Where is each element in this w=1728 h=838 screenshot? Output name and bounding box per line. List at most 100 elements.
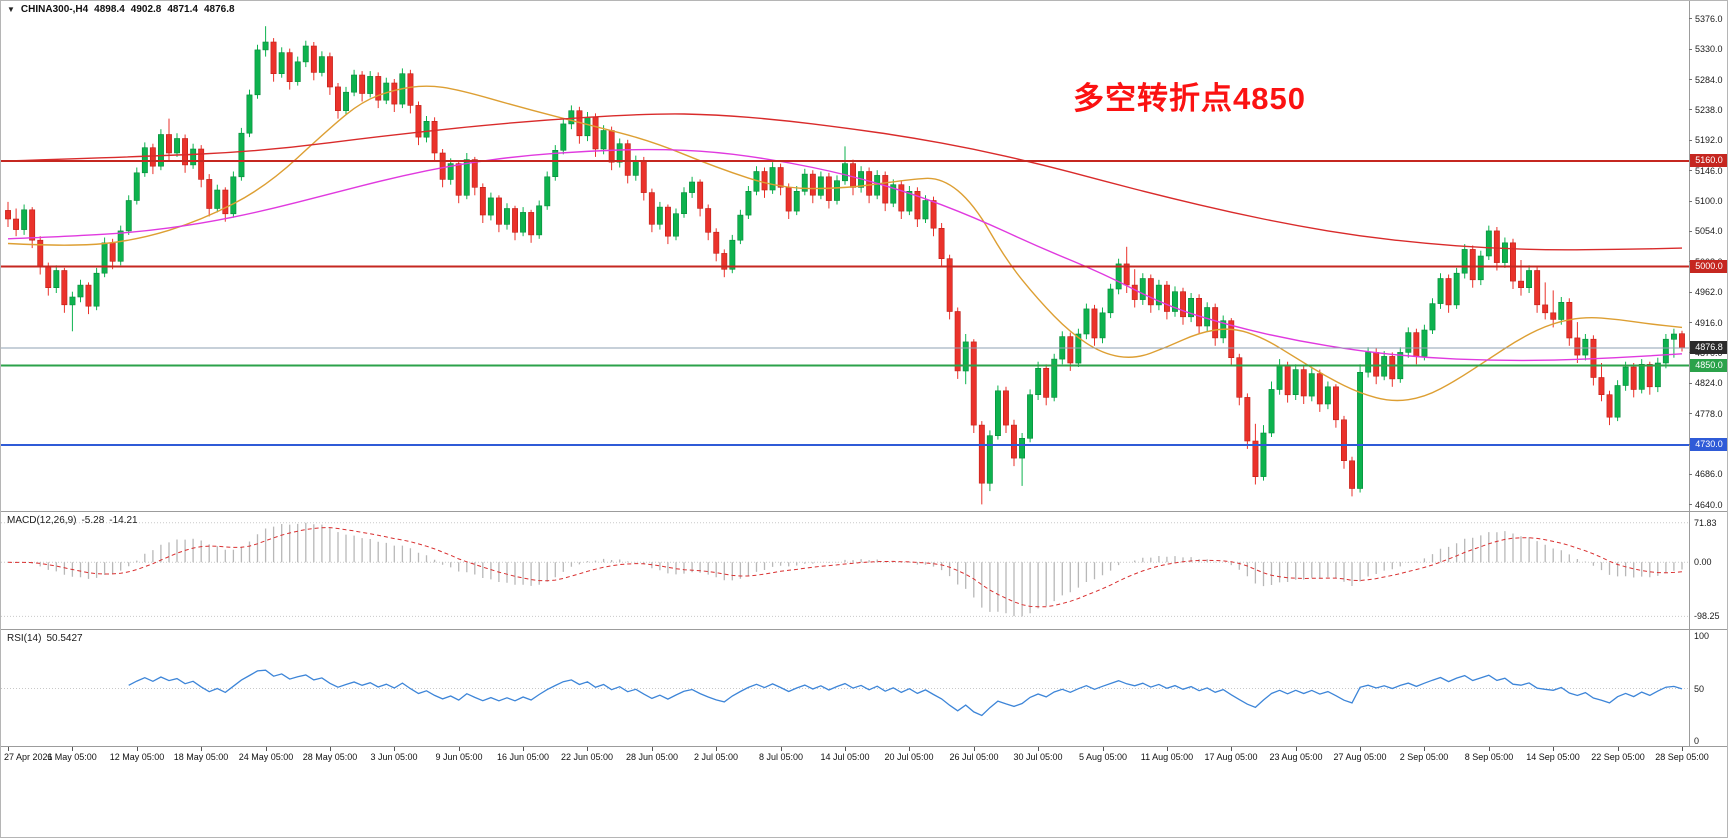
panel-separator[interactable] — [1, 629, 1727, 630]
price-tick — [1689, 231, 1692, 232]
chart-menu-arrow-icon[interactable]: ▼ — [7, 4, 15, 14]
macd-signal-line — [7, 527, 1683, 608]
time-label[interactable]: 2 Sep 05:00 — [1399, 752, 1449, 762]
panel-separator[interactable] — [1, 511, 1727, 512]
price-tick-label[interactable]: 5054.0 — [1695, 226, 1723, 236]
macd-main-value: -5.28 — [81, 515, 105, 526]
time-tick — [587, 747, 588, 751]
time-label[interactable]: 18 May 05:00 — [173, 752, 229, 762]
time-label[interactable]: 27 Aug 05:00 — [1333, 752, 1387, 762]
price-tick-label[interactable]: 5330.0 — [1695, 44, 1723, 54]
time-axis[interactable]: 27 Apr 2021 6 May 05:00 12 May 05:00 18 May… — [1, 747, 1727, 769]
time-label[interactable]: 24 May 05:00 — [238, 752, 294, 762]
time-tick — [1103, 747, 1104, 751]
price-tick-label[interactable]: 4686.0 — [1695, 469, 1723, 479]
time-label[interactable]: 16 Jun 05:00 — [496, 752, 550, 762]
time-label[interactable]: 30 Jul 05:00 — [1013, 752, 1063, 762]
macd-axis-label[interactable]: -98.25 — [1694, 611, 1720, 621]
time-label[interactable]: 9 Jun 05:00 — [435, 752, 483, 762]
rsi-panel[interactable]: RSI(14) 50.5427 100 50 0 — [1, 630, 1727, 746]
time-tick — [137, 747, 138, 751]
macd-chart[interactable] — [1, 512, 1689, 629]
rsi-axis-label[interactable]: 100 — [1694, 631, 1710, 641]
time-label[interactable]: 28 Jun 05:00 — [625, 752, 679, 762]
macd-axis-label[interactable]: 0.00 — [1694, 557, 1712, 567]
price-tick-label[interactable]: 4778.0 — [1695, 409, 1723, 419]
time-tick — [330, 747, 331, 751]
time-label[interactable]: 23 Aug 05:00 — [1269, 752, 1323, 762]
chart-header: ▼ CHINA300-,H4 4898.4 4902.8 4871.4 4876… — [7, 4, 235, 15]
price-tick-label[interactable]: 5192.0 — [1695, 135, 1723, 145]
time-tick — [845, 747, 846, 751]
chart-text-annotation[interactable]: 多空转折点4850 — [1073, 81, 1306, 116]
rsi-value: 50.5427 — [46, 633, 83, 644]
time-label[interactable]: 27 Apr 2021 — [4, 752, 53, 762]
price-tick-label[interactable]: 4962.0 — [1695, 287, 1723, 297]
time-label[interactable]: 11 Aug 05:00 — [1140, 752, 1194, 762]
time-label[interactable]: 8 Sep 05:00 — [1464, 752, 1514, 762]
price-badge: 4850.0 — [1690, 359, 1727, 372]
price-tick-label[interactable]: 4640.0 — [1695, 500, 1723, 510]
time-tick — [459, 747, 460, 751]
ma-slow-red — [7, 113, 1683, 251]
macd-panel[interactable]: MACD(12,26,9) -5.28 -14.21 71.83 0.00 -98.… — [1, 512, 1727, 629]
price-tick — [1689, 292, 1692, 293]
price-tick-label[interactable]: 4916.0 — [1695, 318, 1723, 328]
time-label[interactable]: 22 Sep 05:00 — [1591, 752, 1645, 762]
rsi-indicator-name: RSI(14) — [7, 633, 42, 644]
time-tick — [1618, 747, 1619, 751]
price-tick-label[interactable]: 5146.0 — [1695, 166, 1723, 176]
macd-axis-label[interactable]: 71.83 — [1694, 518, 1717, 528]
price-tick-label[interactable]: 5238.0 — [1695, 105, 1723, 115]
time-tick — [1682, 747, 1683, 751]
price-tick — [1689, 79, 1692, 80]
rsi-line — [128, 669, 1683, 717]
time-tick — [1231, 747, 1232, 751]
candlestick-chart[interactable] — [1, 1, 1689, 511]
price-tick-label[interactable]: 5376.0 — [1695, 14, 1723, 24]
macd-title: MACD(12,26,9) -5.28 -14.21 — [7, 515, 138, 526]
price-tick — [1689, 322, 1692, 323]
rsi-axis-label[interactable]: 50 — [1694, 684, 1705, 694]
time-tick — [1553, 747, 1554, 751]
price-tick — [1689, 170, 1692, 171]
rsi-chart[interactable] — [1, 630, 1689, 746]
price-tick — [1689, 474, 1692, 475]
ohlc-low: 4871.4 — [167, 4, 198, 15]
price-badge: 4876.8 — [1690, 341, 1727, 354]
ohlc-close: 4876.8 — [203, 4, 235, 15]
time-label[interactable]: 26 Jul 05:00 — [949, 752, 999, 762]
price-tick-label[interactable]: 5100.0 — [1695, 196, 1723, 206]
time-tick — [72, 747, 73, 751]
time-tick — [652, 747, 653, 751]
panel-separator — [1, 746, 1727, 747]
time-label[interactable]: 28 May 05:00 — [302, 752, 358, 762]
time-label[interactable]: 17 Aug 05:00 — [1204, 752, 1258, 762]
time-tick — [1038, 747, 1039, 751]
price-badge: 5160.0 — [1690, 154, 1727, 167]
time-tick — [266, 747, 267, 751]
time-label[interactable]: 28 Sep 05:00 — [1655, 752, 1709, 762]
rsi-axis-label[interactable]: 0 — [1694, 736, 1700, 746]
time-label[interactable]: 14 Sep 05:00 — [1526, 752, 1580, 762]
time-label[interactable]: 20 Jul 05:00 — [884, 752, 934, 762]
price-tick — [1689, 504, 1692, 505]
time-tick — [1489, 747, 1490, 751]
symbol-period-label: CHINA300-,H4 — [20, 4, 89, 15]
price-tick — [1689, 413, 1692, 414]
time-label[interactable]: 22 Jun 05:00 — [560, 752, 614, 762]
price-axis-separator — [1689, 1, 1690, 746]
time-label[interactable]: 2 Jul 05:00 — [693, 752, 739, 762]
price-chart-panel[interactable]: ▼ CHINA300-,H4 4898.4 4902.8 4871.4 4876… — [1, 1, 1727, 511]
time-label[interactable]: 6 May 05:00 — [47, 752, 97, 762]
price-tick-label[interactable]: 5284.0 — [1695, 75, 1723, 85]
ma-mid-magenta — [7, 148, 1683, 362]
time-label[interactable]: 3 Jun 05:00 — [370, 752, 418, 762]
time-label[interactable]: 5 Aug 05:00 — [1078, 752, 1128, 762]
price-tick-label[interactable]: 4824.0 — [1695, 378, 1723, 388]
time-label[interactable]: 12 May 05:00 — [109, 752, 165, 762]
price-tick — [1689, 201, 1692, 202]
time-label[interactable]: 14 Jul 05:00 — [820, 752, 870, 762]
price-tick — [1689, 383, 1692, 384]
time-label[interactable]: 8 Jul 05:00 — [758, 752, 804, 762]
